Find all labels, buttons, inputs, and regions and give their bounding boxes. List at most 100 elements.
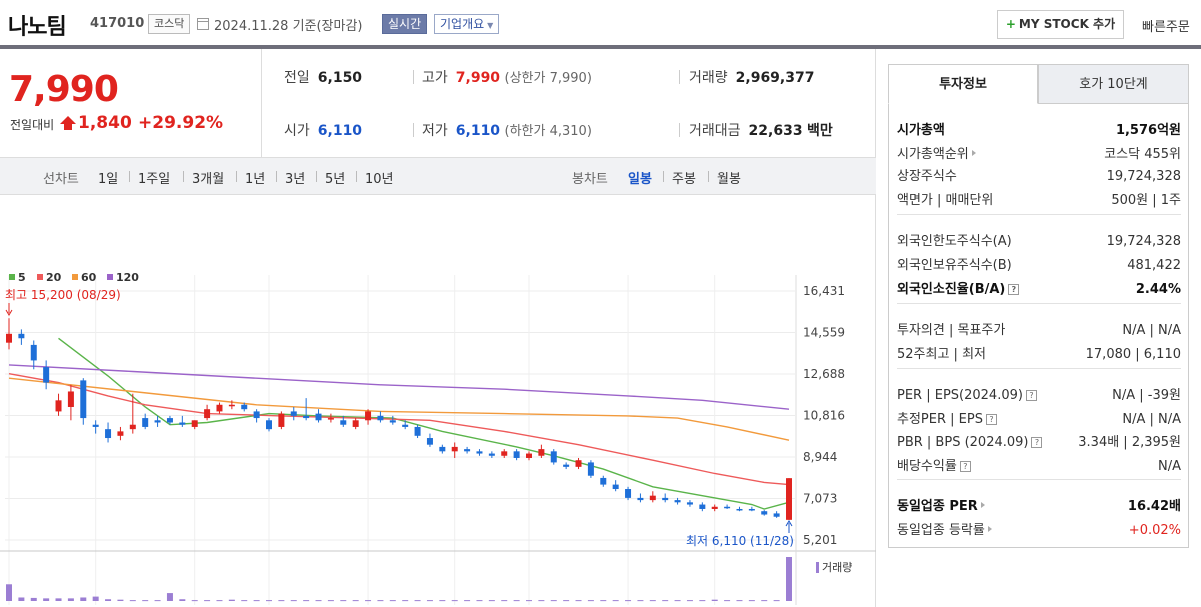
info-row: 배당수익률? N/A bbox=[897, 457, 1181, 477]
info-label: 외국인보유주식수(B) bbox=[897, 258, 1012, 273]
y-tick-label: 7,073 bbox=[803, 491, 837, 505]
candle bbox=[216, 404, 223, 412]
info-label: 추정PER | EPS? bbox=[897, 410, 997, 430]
info-label[interactable]: 동일업종 PER bbox=[897, 497, 985, 517]
candle bbox=[290, 411, 297, 416]
low-annotation: 최저 6,110 (11/28) bbox=[686, 534, 794, 548]
candle bbox=[451, 446, 458, 452]
candle bbox=[476, 451, 483, 454]
period-1y[interactable]: 1년 bbox=[245, 172, 266, 187]
candle-weekly[interactable]: 주봉 bbox=[672, 172, 696, 187]
stat-high-value: 7,990 bbox=[455, 70, 501, 86]
candle-daily[interactable]: 일봉 bbox=[628, 172, 652, 187]
divider bbox=[679, 70, 680, 84]
period-1w[interactable]: 1주일 bbox=[138, 172, 171, 187]
realtime-button[interactable]: 실시간 bbox=[382, 14, 428, 34]
period-10y[interactable]: 10년 bbox=[365, 172, 394, 187]
chart-period-bar: 선차트 1일 1주일 3개월 1년 3년 5년 10년 봉차트 일봉 주봉 월봉 bbox=[0, 157, 876, 195]
info-label: 투자의견 | 목표주가 bbox=[897, 323, 1006, 338]
volume-bar bbox=[563, 600, 570, 602]
stat-low-label: 저가 bbox=[422, 123, 448, 139]
help-icon[interactable]: ? bbox=[1008, 284, 1020, 295]
company-overview-button[interactable]: 기업개요 ▼ bbox=[434, 14, 500, 34]
mystock-add-button[interactable]: + MY STOCK 추가 bbox=[997, 10, 1124, 39]
legend-swatch bbox=[72, 274, 78, 280]
volume-bar bbox=[488, 600, 495, 602]
ma60-line bbox=[8, 377, 790, 441]
candle bbox=[18, 333, 25, 339]
volume-bar bbox=[736, 600, 743, 602]
info-label: 외국인소진율(B/A)? bbox=[897, 280, 1020, 300]
info-value: N/A | N/A bbox=[1122, 412, 1181, 427]
period-3y[interactable]: 3년 bbox=[285, 172, 306, 187]
candle bbox=[724, 506, 731, 509]
volume-bar bbox=[290, 600, 297, 602]
volume-bar bbox=[538, 600, 545, 602]
volume-bar bbox=[266, 600, 272, 602]
candle bbox=[513, 451, 520, 458]
period-3m[interactable]: 3개월 bbox=[192, 172, 225, 187]
candle bbox=[662, 497, 669, 501]
header: 나노팀 417010 코스닥 2024.11.28 기준(장마감) 실시간 기업… bbox=[0, 0, 1201, 46]
chevron-down-icon: ▼ bbox=[487, 21, 494, 30]
candlestick-chart[interactable]: 16,431 14,559 12,688 10,816 8,944 7,073 5,201 거… bbox=[0, 195, 876, 607]
candle bbox=[228, 404, 235, 407]
volume-bar bbox=[686, 600, 693, 602]
legend-label: 20 bbox=[46, 271, 62, 284]
divider bbox=[316, 171, 317, 182]
info-label[interactable]: 동일업종 등락률 bbox=[897, 521, 992, 541]
volume-bar bbox=[550, 600, 557, 602]
volume-bar bbox=[377, 600, 384, 602]
candle bbox=[6, 333, 12, 343]
volume-bar bbox=[699, 600, 706, 602]
candle bbox=[563, 464, 570, 467]
info-row: 상장주식수 19,724,328 bbox=[897, 167, 1181, 187]
candle-monthly[interactable]: 월봉 bbox=[717, 172, 741, 187]
info-value: N/A | N/A bbox=[1122, 323, 1181, 338]
help-icon[interactable]: ? bbox=[1025, 390, 1037, 401]
period-5y[interactable]: 5년 bbox=[325, 172, 346, 187]
stat-volume: 거래량 2,969,377 bbox=[689, 67, 814, 87]
candle bbox=[30, 344, 37, 361]
help-icon[interactable]: ? bbox=[985, 414, 997, 425]
divider bbox=[897, 303, 1181, 304]
volume-bar bbox=[18, 597, 25, 601]
plus-icon: + bbox=[1005, 17, 1016, 31]
info-value: 500원 | 1주 bbox=[1111, 193, 1181, 208]
period-1d[interactable]: 1일 bbox=[98, 172, 119, 187]
candle bbox=[649, 495, 656, 501]
main-panel: 7,990 전일대비 1,840 +29.92% 전일 6,150 고가 7,990… bbox=[0, 49, 876, 607]
volume-bar bbox=[352, 600, 359, 602]
candle bbox=[711, 506, 718, 509]
y-tick-label: 14,559 bbox=[803, 326, 845, 340]
change-label: 전일대비 bbox=[10, 118, 55, 132]
up-arrow-icon bbox=[60, 116, 76, 130]
help-icon[interactable]: ? bbox=[959, 461, 971, 472]
info-value: 17,080 | 6,110 bbox=[1085, 347, 1181, 362]
help-icon[interactable]: ? bbox=[1031, 437, 1043, 448]
info-label[interactable]: 시가총액순위 bbox=[897, 145, 976, 165]
candle bbox=[105, 429, 112, 439]
tab-orderbook-10[interactable]: 호가 10단계 bbox=[1038, 64, 1189, 104]
info-value: 코스닥 455위 bbox=[1104, 147, 1181, 162]
stat-volume-value: 2,969,377 bbox=[735, 70, 815, 86]
volume-bar bbox=[711, 599, 718, 601]
volume-bar bbox=[637, 600, 644, 602]
volume-label: 거래량 bbox=[822, 561, 852, 574]
stat-upper-limit: (상한가 7,990) bbox=[504, 71, 592, 86]
info-value: 19,724,328 bbox=[1106, 234, 1181, 249]
market-badge: 코스닥 bbox=[148, 14, 191, 34]
candle bbox=[686, 502, 693, 505]
quick-order-link[interactable]: 빠른주문 bbox=[1142, 20, 1190, 35]
divider bbox=[183, 171, 184, 182]
volume-bar bbox=[662, 600, 669, 602]
info-tabs: 투자정보 호가 10단계 bbox=[888, 64, 1189, 104]
tab-investment-info[interactable]: 투자정보 bbox=[888, 64, 1038, 104]
candle bbox=[352, 420, 359, 427]
candle-chart-label: 봉차트 bbox=[572, 172, 608, 187]
volume-bar bbox=[216, 600, 223, 602]
candle bbox=[426, 438, 433, 445]
chart-legend: 5 20 60 120 bbox=[9, 271, 139, 284]
candle bbox=[674, 500, 681, 503]
y-tick-label: 8,944 bbox=[803, 450, 837, 464]
